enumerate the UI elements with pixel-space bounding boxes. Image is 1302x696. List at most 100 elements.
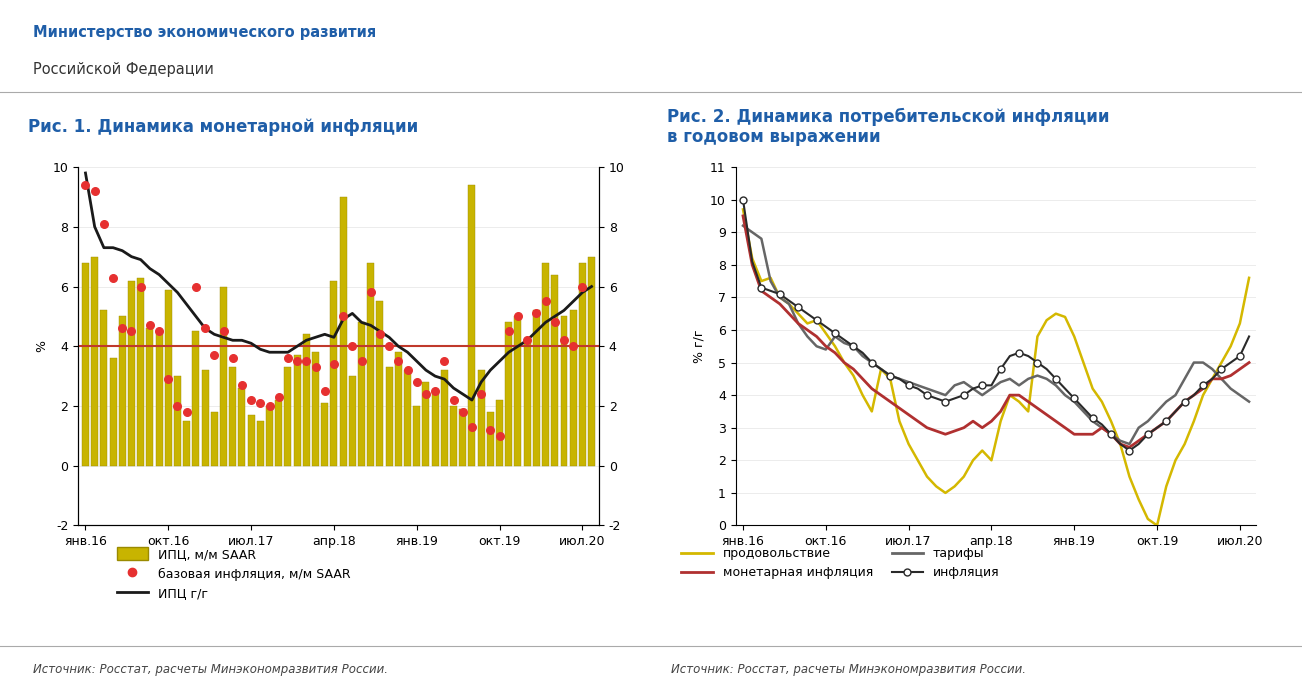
Point <box>388 356 409 367</box>
Text: Рис. 2. Динамика потребительской инфляции
в годовом выражении: Рис. 2. Динамика потребительской инфляци… <box>667 108 1109 146</box>
Bar <box>256 421 264 466</box>
Point <box>424 386 445 397</box>
Y-axis label: % г/г: % г/г <box>693 329 706 363</box>
Point <box>379 340 400 351</box>
Point <box>85 185 105 196</box>
Point <box>562 340 583 351</box>
Point <box>535 296 556 307</box>
Bar <box>220 287 227 466</box>
Bar <box>91 257 98 466</box>
Bar <box>229 367 236 466</box>
Point <box>185 281 206 292</box>
Bar <box>109 358 117 466</box>
Bar <box>413 406 421 466</box>
Bar <box>266 406 273 466</box>
Bar <box>589 257 595 466</box>
Point <box>232 379 253 390</box>
Bar <box>174 376 181 466</box>
Bar <box>238 388 245 466</box>
Bar <box>560 317 568 466</box>
Point <box>490 430 510 441</box>
Point <box>508 311 529 322</box>
Text: Источник: Росстат, расчеты Минэкономразвития России.: Источник: Росстат, расчеты Минэкономразв… <box>33 663 388 676</box>
Point <box>544 317 565 328</box>
Bar <box>303 334 310 466</box>
Bar <box>128 280 135 466</box>
Bar <box>312 352 319 466</box>
Bar <box>422 382 430 466</box>
Point <box>259 400 280 411</box>
Bar <box>82 262 89 466</box>
Point <box>103 272 124 283</box>
Bar <box>395 352 402 466</box>
Point <box>406 377 427 388</box>
Point <box>214 326 234 337</box>
Bar <box>523 340 531 466</box>
Legend: продовольствие, монетарная инфляция, тарифы, инфляция: продовольствие, монетарная инфляция, тар… <box>677 542 1005 585</box>
Point <box>526 308 547 319</box>
Bar <box>137 278 145 466</box>
Bar <box>184 421 190 466</box>
Text: Министерство экономического развития: Министерство экономического развития <box>33 25 376 40</box>
Bar <box>385 367 393 466</box>
Bar <box>349 376 355 466</box>
Bar <box>505 322 512 466</box>
Point <box>139 319 160 331</box>
Point <box>342 340 363 351</box>
Point <box>471 388 492 400</box>
Point <box>176 406 197 418</box>
Point <box>241 395 262 406</box>
Point <box>277 353 298 364</box>
Point <box>204 349 225 361</box>
Point <box>352 356 372 367</box>
Bar <box>100 310 107 466</box>
Point <box>443 395 464 406</box>
Point <box>167 400 187 411</box>
Point <box>130 281 151 292</box>
Bar <box>542 262 549 466</box>
Y-axis label: %: % <box>35 340 48 352</box>
Point <box>323 358 344 370</box>
Bar <box>156 331 163 466</box>
Bar <box>146 329 154 466</box>
Bar <box>533 310 540 466</box>
Bar <box>514 317 521 466</box>
Point <box>553 335 574 346</box>
Bar <box>331 280 337 466</box>
Text: Рис. 1. Динамика монетарной инфляции: Рис. 1. Динамика монетарной инфляции <box>29 118 418 136</box>
Bar <box>322 403 328 466</box>
Bar <box>275 400 283 466</box>
Text: Российской Федерации: Российской Федерации <box>33 61 214 77</box>
Point <box>434 356 454 367</box>
Point <box>121 326 142 337</box>
Point <box>94 219 115 230</box>
Bar <box>441 370 448 466</box>
Point <box>305 362 326 373</box>
Bar <box>487 412 493 466</box>
Bar <box>193 331 199 466</box>
Bar <box>358 322 365 466</box>
Point <box>333 311 354 322</box>
Point <box>158 374 178 385</box>
Bar <box>496 400 503 466</box>
Bar <box>202 370 208 466</box>
Legend: ИПЦ, м/м SAAR, базовая инфляция, м/м SAAR, ИПЦ г/г: ИПЦ, м/м SAAR, базовая инфляция, м/м SAA… <box>112 542 355 606</box>
Bar <box>579 262 586 466</box>
Bar <box>469 185 475 466</box>
Point <box>112 323 133 334</box>
Point <box>250 397 271 409</box>
Bar <box>247 415 255 466</box>
Point <box>314 386 335 397</box>
Bar <box>118 317 126 466</box>
Bar <box>478 370 484 466</box>
Bar <box>450 406 457 466</box>
Point <box>195 323 216 334</box>
Bar <box>294 355 301 466</box>
Point <box>480 425 501 436</box>
Bar <box>340 197 346 466</box>
Bar <box>376 301 383 466</box>
Point <box>499 326 519 337</box>
Bar <box>165 290 172 466</box>
Bar <box>404 370 411 466</box>
Bar <box>551 274 559 466</box>
